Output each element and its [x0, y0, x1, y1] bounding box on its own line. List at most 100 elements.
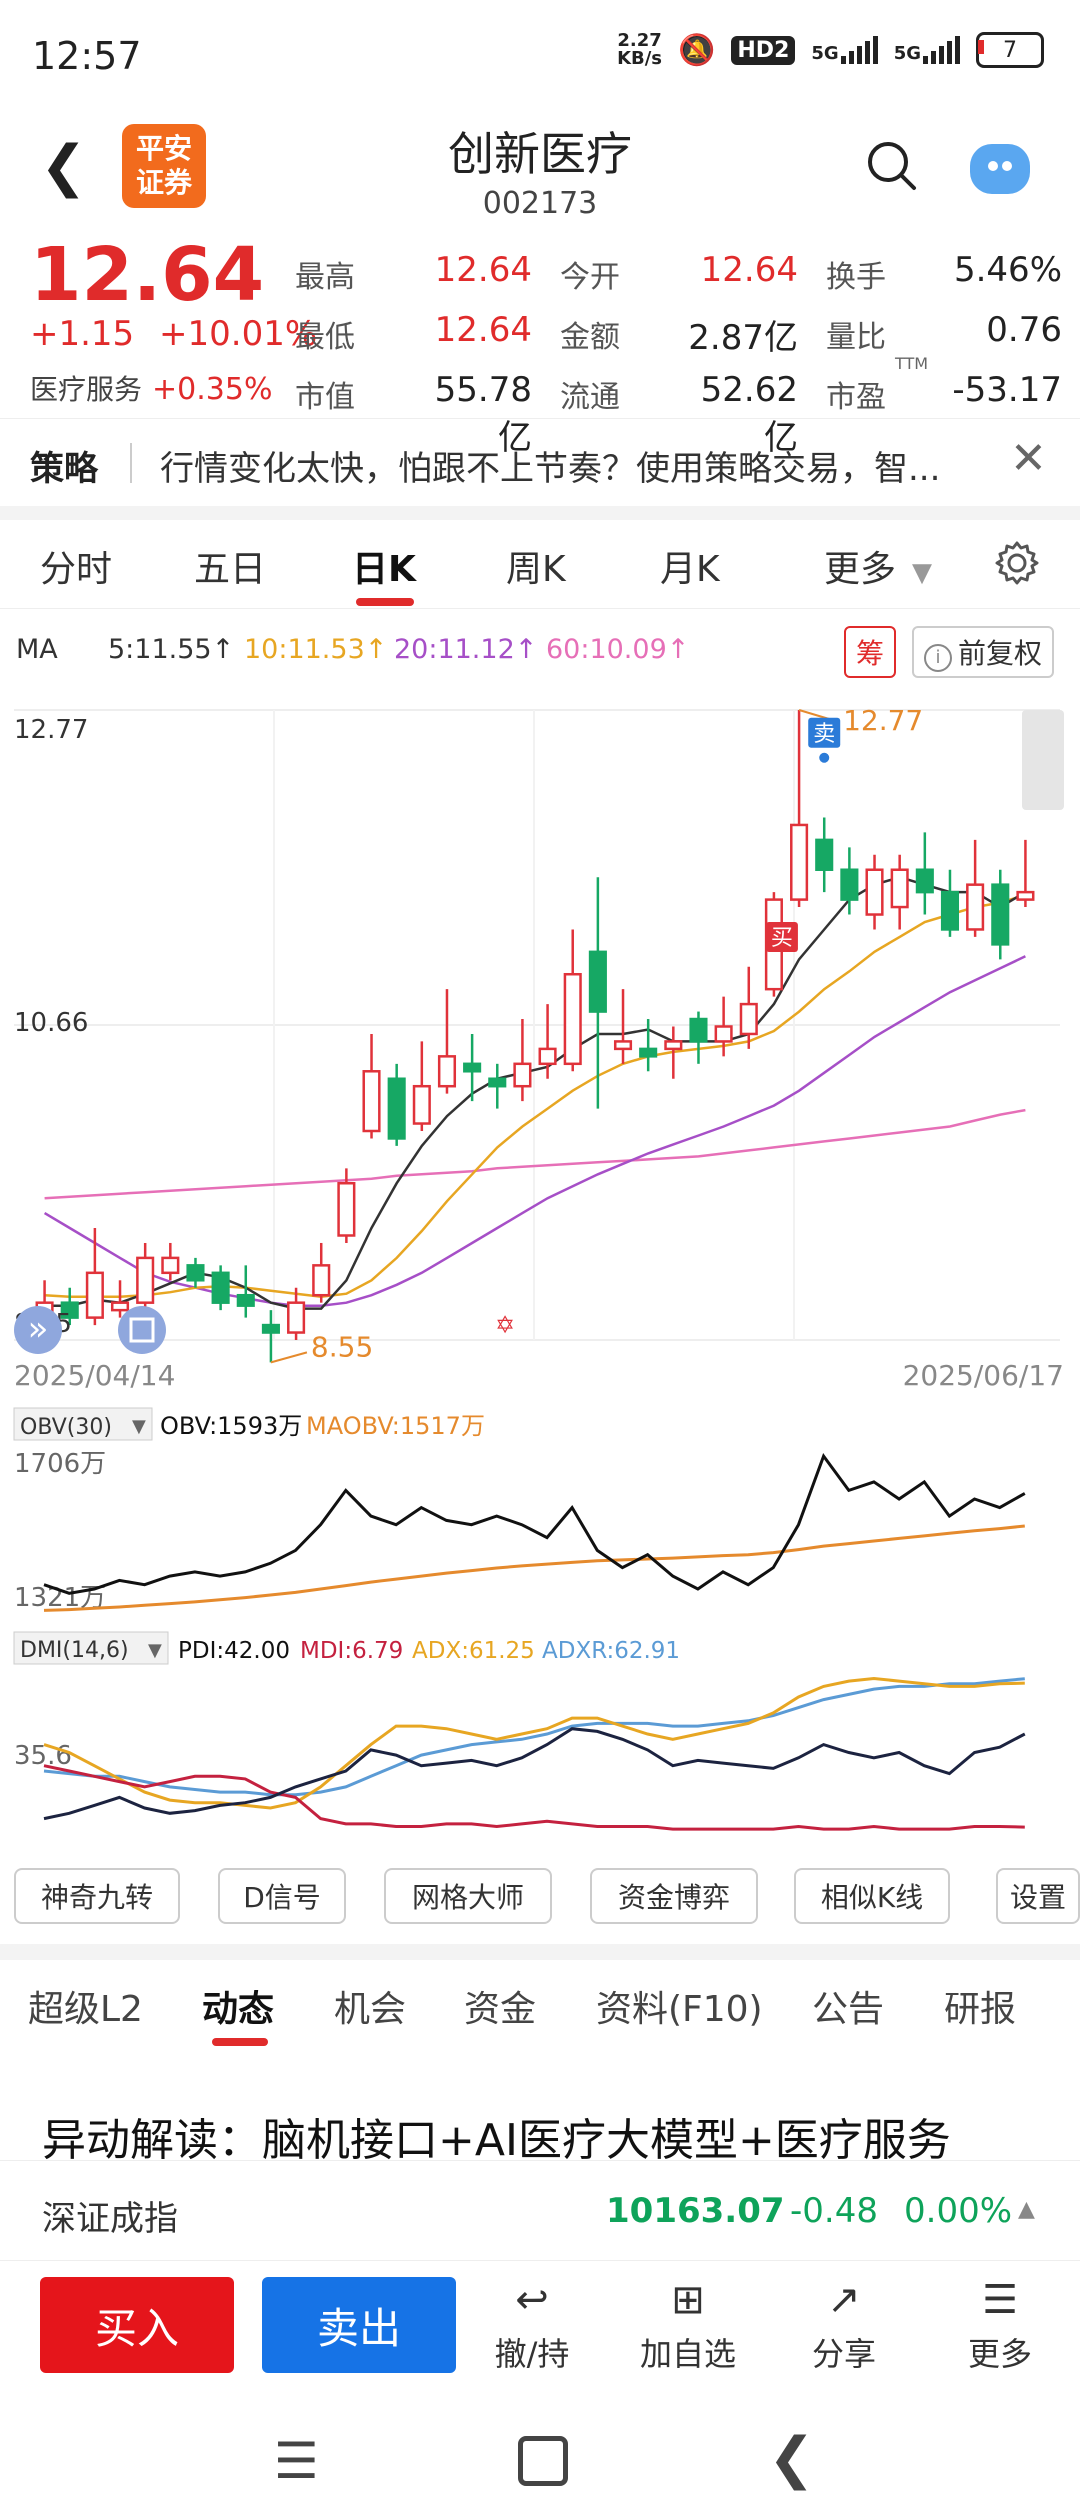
sell-button[interactable]: 卖出 [262, 2277, 456, 2373]
tool-d-signal[interactable]: D信号 [218, 1868, 346, 1924]
news-headline[interactable]: 异动解读：脑机接口+AI医疗大模型+医疗服务 [42, 2115, 951, 2166]
add-watchlist-button[interactable]: ⊞ 加自选 [628, 2277, 748, 2375]
strategy-text: 行情变化太快，怕跟不上节奏？使用策略交易，智... [160, 449, 941, 489]
cancel-hold-button[interactable]: ↩ 撤/持 [472, 2277, 592, 2375]
tab-intraday[interactable]: 分时 [40, 549, 113, 590]
broker-logo-line1: 平安 [135, 132, 192, 165]
adjust-button-label: 前复权 [958, 637, 1043, 670]
chip-distribution-button[interactable]: 筹 [844, 626, 897, 678]
info-tabs: 超级L2 动态 机会 资金 资料(F10) 公告 研报 [0, 1960, 1080, 2048]
menu-icon[interactable]: ☰ [274, 2432, 319, 2490]
x-start-label: 2025/04/14 [14, 1359, 175, 1392]
tool-grid-master[interactable]: 网格大师 [384, 1868, 552, 1924]
candle-body-10 [287, 1301, 306, 1334]
strategy-banner[interactable]: 策略 行情变化太快，怕跟不上节奏？使用策略交易，智... ✕ [0, 418, 1080, 508]
fullscreen-button [118, 1306, 166, 1354]
candle-body-23 [613, 1040, 633, 1051]
sector-info[interactable]: 医疗服务 +0.35% [30, 368, 272, 408]
tab-opportunity[interactable]: 机会 [334, 1989, 407, 2030]
share-button[interactable]: ↗ 分享 [784, 2277, 904, 2375]
home-icon[interactable] [518, 2436, 568, 2486]
tab-five-day[interactable]: 五日 [194, 549, 267, 590]
net-speed-value: 2.27 [617, 30, 662, 51]
tab-f10[interactable]: 资料(F10) [596, 1989, 763, 2030]
ma10-line [44, 893, 1026, 1298]
obv-top-label: 1706万 [14, 1449, 106, 1479]
candle-body-27 [714, 1025, 733, 1043]
adxr-line [43, 1677, 1025, 1797]
broker-logo-line2: 证券 [135, 166, 192, 199]
quote-label-7: 流通 [560, 380, 620, 415]
dmi-selector-label: DMI(14,6) [20, 1638, 129, 1663]
signal-icon-2 [923, 36, 960, 64]
tab-monthly-k[interactable]: 月K [660, 549, 720, 590]
assistant-robot-icon[interactable] [970, 144, 1030, 194]
adx-value: ADX:61.25 [412, 1638, 535, 1664]
pdi-value: PDI:42.00 [178, 1638, 290, 1664]
tab-research[interactable]: 研报 [944, 1989, 1017, 2030]
section-gap-2 [0, 1944, 1080, 1960]
tab-super-l2[interactable]: 超级L2 [28, 1989, 143, 2030]
tool-settings[interactable]: 设置 [996, 1868, 1080, 1924]
quote-label-1: 今开 [560, 260, 620, 295]
sell-marker-box [808, 717, 841, 748]
sector-name: 医疗服务 [30, 373, 143, 406]
quote-label-5: 量比 [826, 320, 886, 355]
obv-selector [13, 1407, 153, 1441]
search-icon[interactable] [864, 138, 920, 194]
candle-body-20 [538, 1047, 557, 1066]
adjust-button[interactable]: i 前复权 [912, 626, 1055, 678]
quote-label-0: 最高 [295, 260, 355, 295]
strategy-tag: 策略 [30, 449, 98, 489]
broker-logo[interactable]: 平安 证券 [122, 124, 206, 208]
buy-button[interactable]: 买入 [40, 2277, 234, 2373]
settings-gear-icon[interactable] [994, 540, 1040, 586]
more-button[interactable]: ☰ 更多 [940, 2277, 1060, 2375]
net-5g-2-label: 5G [893, 43, 921, 64]
candle-body-30 [790, 823, 809, 901]
add-watchlist-label: 加自选 [639, 2335, 736, 2373]
quote-value-1: 12.64 [700, 250, 798, 290]
trade-action-bar: 买入 卖出 ↩ 撤/持 ⊞ 加自选 ↗ 分享 ☰ 更多 [0, 2260, 1080, 2401]
quote-label-6: 市值 [295, 380, 355, 415]
tab-weekly-k[interactable]: 周K [506, 549, 566, 590]
candle-body-18 [488, 1077, 507, 1088]
quote-value-3: 12.64 [434, 310, 532, 350]
back-nav-icon[interactable]: ❮ [768, 2426, 815, 2491]
system-nav: ☰ ❮ [0, 2400, 1080, 2520]
status-time: 12:57 [32, 34, 142, 78]
kline-chart[interactable]: 12.7710.668.5512.778.55卖买»✡2025/04/14202… [0, 680, 1080, 1860]
tab-news[interactable]: 动态 [202, 1989, 275, 2030]
close-icon[interactable]: ✕ [1010, 433, 1047, 484]
index-bar[interactable]: 深证成指 10163.07 -0.48 0.00% ▲ [0, 2160, 1080, 2261]
tab-announcement[interactable]: 公告 [812, 1989, 885, 2030]
tool-similar-k[interactable]: 相似K线 [794, 1868, 950, 1924]
add-square-icon: ⊞ [671, 2277, 705, 2323]
back-icon[interactable]: ❮ [40, 134, 87, 199]
event-star-icon: ✡ [495, 1311, 515, 1339]
maobv-line [43, 1524, 1025, 1612]
tab-more[interactable]: 更多 ▼ [824, 540, 932, 592]
sell-marker-dot [819, 752, 830, 763]
strategy-divider [130, 443, 132, 483]
more-label: 更多 [967, 2335, 1032, 2373]
status-icons: 2.27 KB/s 🔕 HD2 5G 5G 7 [617, 32, 1044, 68]
quote-label-8: 市盈 [826, 380, 886, 415]
expand-up-icon[interactable]: ▲ [1018, 2197, 1035, 2222]
dmi-selector [13, 1631, 169, 1665]
tab-daily-k[interactable]: 日K [352, 549, 416, 590]
tool-magic-nine[interactable]: 神奇九转 [14, 1868, 180, 1924]
net-5g-1: 5G [811, 36, 878, 64]
candle-body-1 [60, 1301, 79, 1319]
stock-code: 002173 [482, 186, 598, 221]
y-label-mid: 10.66 [14, 1008, 88, 1038]
tool-fund-game[interactable]: 资金博弈 [590, 1868, 758, 1924]
tab-capital[interactable]: 资金 [464, 1989, 537, 2030]
buy-marker-box [765, 921, 798, 952]
info-icon: i [924, 644, 952, 672]
candle-body-21 [563, 972, 582, 1066]
maobv-value: MAOBV:1517万 [306, 1412, 485, 1440]
cancel-order-icon: ↩ [515, 2277, 549, 2323]
pdi-line [43, 1727, 1026, 1821]
tab-more-label: 更多 [824, 549, 897, 590]
